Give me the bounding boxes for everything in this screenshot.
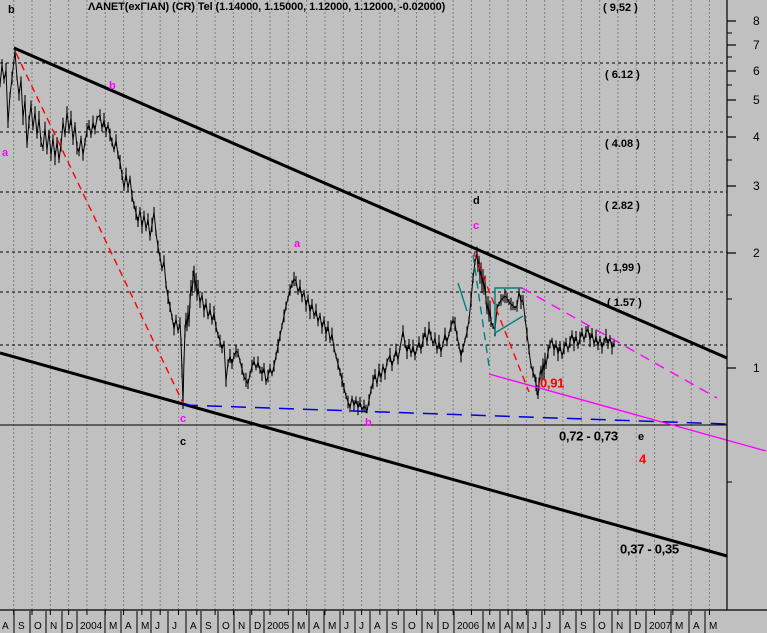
fib-level-label: ( 6.12 ) xyxy=(605,69,640,81)
y-axis-tick-label: 6 xyxy=(753,64,760,78)
month-label: A xyxy=(564,621,571,632)
month-label: A xyxy=(693,621,700,632)
wave-c-1-black: c xyxy=(180,436,186,448)
month-label: O xyxy=(408,621,416,632)
month-label: A xyxy=(313,621,320,632)
wave-b-major: b xyxy=(8,4,15,16)
year-label: 2005 xyxy=(267,621,290,632)
wave-e: e xyxy=(638,431,644,443)
red-guideline-2 xyxy=(473,252,530,393)
month-label: J xyxy=(532,621,537,632)
month-label: O xyxy=(34,621,42,632)
teal-mini-line xyxy=(457,282,468,312)
month-label: D xyxy=(442,621,449,632)
target-0-91: 0,91 xyxy=(540,375,564,390)
fib-level-label: ( 1,99 ) xyxy=(606,262,641,274)
y-axis-tick-label: 1 xyxy=(753,361,760,375)
chart-title: ΛΑΝΕΤ(exΓΙΑΝ) (CR) Tel (1.14000, 1.15000… xyxy=(88,1,446,13)
month-label: A xyxy=(504,621,511,632)
month-label: M xyxy=(516,621,524,632)
wave-a-2: a xyxy=(294,238,301,250)
blue-support-dashed xyxy=(182,404,728,425)
teal-guideline-dashed xyxy=(472,254,490,367)
wave-4: 4 xyxy=(639,451,647,466)
month-label: N xyxy=(426,621,433,632)
y-axis-tick-label: 8 xyxy=(753,14,760,28)
wave-d: d xyxy=(473,195,479,207)
fib-level-label: ( 9,52 ) xyxy=(603,2,638,14)
wave-c-1: c xyxy=(180,413,186,425)
teal-flag-diagonal xyxy=(494,315,524,334)
teal-flag-box xyxy=(494,287,522,333)
month-label: S xyxy=(391,621,398,632)
fib-level-label: ( 2.82 ) xyxy=(605,200,640,212)
month-label: O xyxy=(222,621,230,632)
fib-level-label: ( 1.57 ) xyxy=(607,297,642,309)
target-0-72-0-73: 0,72 - 0,73 xyxy=(559,428,618,443)
month-label: J xyxy=(155,621,160,632)
y-axis-tick-label: 4 xyxy=(753,130,760,144)
month-label: J xyxy=(546,621,551,632)
month-label: M xyxy=(109,621,117,632)
magenta-channel-solid xyxy=(488,373,767,452)
month-label: D xyxy=(254,621,261,632)
month-label: M xyxy=(328,621,336,632)
fib-level-label: ( 4.08 ) xyxy=(605,138,640,150)
month-label: M xyxy=(709,621,717,632)
month-label: O xyxy=(598,621,606,632)
y-axis-tick-label: 7 xyxy=(753,38,760,52)
y-axis-tick-label: 5 xyxy=(753,93,760,107)
red-guideline-1 xyxy=(15,52,184,404)
month-label: A xyxy=(125,621,132,632)
y-axis-tick-label: 3 xyxy=(753,179,760,193)
month-label: A xyxy=(374,621,381,632)
month-label: S xyxy=(580,621,587,632)
wave-a-1: a xyxy=(2,147,9,159)
month-label: S xyxy=(18,621,25,632)
month-label: N xyxy=(238,621,245,632)
wave-b-2: b xyxy=(365,417,372,429)
trendline-lower xyxy=(0,351,728,558)
year-label: 2004 xyxy=(80,621,103,632)
year-label: 2006 xyxy=(457,621,480,632)
price-bars xyxy=(0,46,615,416)
month-label: J xyxy=(359,621,364,632)
month-label: J xyxy=(344,621,349,632)
month-label: M xyxy=(297,621,305,632)
magenta-channel-dashed xyxy=(521,287,718,399)
month-label: N xyxy=(616,621,623,632)
month-label: D xyxy=(634,621,641,632)
price-line xyxy=(0,50,615,413)
month-label: M xyxy=(487,621,495,632)
month-label: M xyxy=(675,621,683,632)
wave-c-2: c xyxy=(473,220,479,232)
year-label: 2007 xyxy=(649,621,672,632)
month-label: A xyxy=(2,621,9,632)
target-0-37-0-35: 0,37 - 0,35 xyxy=(620,541,679,556)
y-axis-tick-label: 2 xyxy=(753,246,760,260)
month-label: J xyxy=(172,621,177,632)
month-label: D xyxy=(66,621,73,632)
month-label: S xyxy=(205,621,212,632)
trendline-upper xyxy=(13,46,728,360)
wave-b-1: b xyxy=(109,80,116,92)
month-label: A xyxy=(190,621,197,632)
month-label: M xyxy=(141,621,149,632)
month-label: N xyxy=(50,621,57,632)
